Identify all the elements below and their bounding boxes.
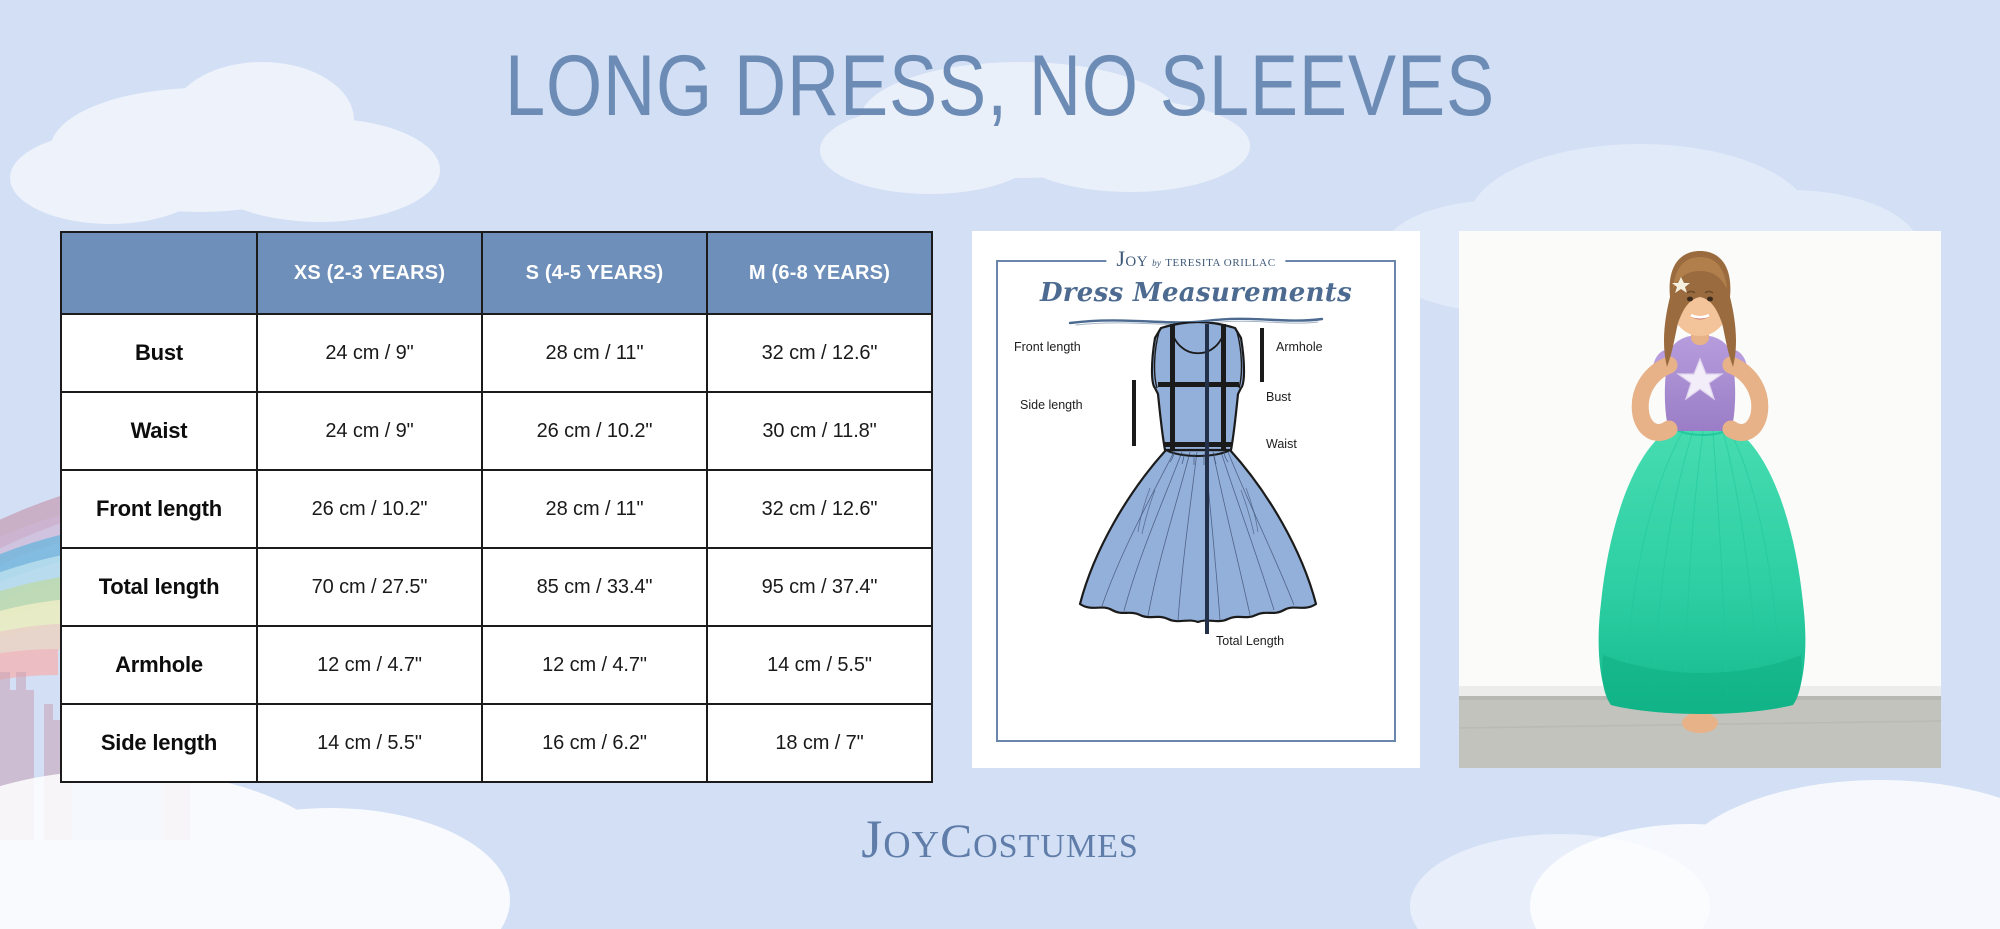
product-photo [1459, 231, 1941, 768]
joy-brand-by: by [1152, 258, 1162, 268]
table-row: Waist 24 cm / 9" 26 cm / 10.2" 30 cm / 1… [60, 391, 933, 471]
row-label-armhole: Armhole [60, 625, 258, 705]
row-label-total-length: Total length [60, 547, 258, 627]
diagram-label-total-length: Total Length [1216, 634, 1285, 648]
cell-bust-xs: 24 cm / 9" [256, 313, 483, 393]
cell-side-length-m: 18 cm / 7" [706, 703, 933, 783]
cell-armhole-m: 14 cm / 5.5" [706, 625, 933, 705]
cell-total-length-m: 95 cm / 37.4" [706, 547, 933, 627]
table-row: Front length 26 cm / 10.2" 28 cm / 11" 3… [60, 469, 933, 549]
row-label-bust: Bust [60, 313, 258, 393]
cell-waist-m: 30 cm / 11.8" [706, 391, 933, 471]
table-row: Bust 24 cm / 9" 28 cm / 11" 32 cm / 12.6… [60, 313, 933, 393]
cell-total-length-s: 85 cm / 33.4" [481, 547, 708, 627]
dress-technical-drawing [1078, 322, 1318, 634]
cell-bust-s: 28 cm / 11" [481, 313, 708, 393]
cell-front-length-xs: 26 cm / 10.2" [256, 469, 483, 549]
column-header-xs: XS (2-3 YEARS) [256, 231, 483, 315]
diagram-label-front-length: Front length [1014, 340, 1081, 354]
cell-waist-s: 26 cm / 10.2" [481, 391, 708, 471]
row-label-side-length: Side length [60, 703, 258, 783]
cell-total-length-xs: 70 cm / 27.5" [256, 547, 483, 627]
brand-footer: JoyCostumes [0, 808, 2000, 870]
cell-front-length-s: 28 cm / 11" [481, 469, 708, 549]
dress-diagram-card: Joy by TERESITA ORILLAC Dress Measuremen… [972, 231, 1420, 768]
cell-side-length-s: 16 cm / 6.2" [481, 703, 708, 783]
diagram-label-armhole: Armhole [1276, 340, 1323, 354]
joy-brand-designer: TERESITA ORILLAC [1165, 257, 1276, 269]
column-header-s: S (4-5 YEARS) [481, 231, 708, 315]
diagram-label-waist: Waist [1266, 437, 1297, 451]
row-label-front-length: Front length [60, 469, 258, 549]
row-label-waist: Waist [60, 391, 258, 471]
page-title: LONG DRESS, NO SLEEVES [504, 38, 1496, 134]
joy-brand-word: Joy [1116, 246, 1149, 271]
joy-brand-mark: Joy by TERESITA ORILLAC [1106, 246, 1286, 271]
diagram-heading: Dress Measurements [1039, 278, 1353, 308]
brand-footer-costumes: Costumes [940, 815, 1139, 868]
cell-armhole-xs: 12 cm / 4.7" [256, 625, 483, 705]
diagram-label-side-length: Side length [1020, 398, 1083, 412]
cell-armhole-s: 12 cm / 4.7" [481, 625, 708, 705]
dress-diagram-frame: Joy by TERESITA ORILLAC Dress Measuremen… [996, 248, 1396, 742]
cell-waist-xs: 24 cm / 9" [256, 391, 483, 471]
size-table-container: XS (2-3 YEARS) S (4-5 YEARS) M (6-8 YEAR… [60, 231, 933, 783]
table-row: Total length 70 cm / 27.5" 85 cm / 33.4"… [60, 547, 933, 627]
product-photo-card [1459, 231, 1941, 768]
table-header-row: XS (2-3 YEARS) S (4-5 YEARS) M (6-8 YEAR… [60, 231, 933, 315]
table-row: Armhole 12 cm / 4.7" 12 cm / 4.7" 14 cm … [60, 625, 933, 705]
size-table: XS (2-3 YEARS) S (4-5 YEARS) M (6-8 YEAR… [60, 231, 933, 783]
table-corner-cell [60, 231, 258, 315]
brand-footer-joy: Joy [861, 809, 941, 869]
column-header-m: M (6-8 YEARS) [706, 231, 933, 315]
cell-side-length-xs: 14 cm / 5.5" [256, 703, 483, 783]
table-row: Side length 14 cm / 5.5" 16 cm / 6.2" 18… [60, 703, 933, 783]
cell-bust-m: 32 cm / 12.6" [706, 313, 933, 393]
diagram-label-bust: Bust [1266, 390, 1292, 404]
cell-front-length-m: 32 cm / 12.6" [706, 469, 933, 549]
